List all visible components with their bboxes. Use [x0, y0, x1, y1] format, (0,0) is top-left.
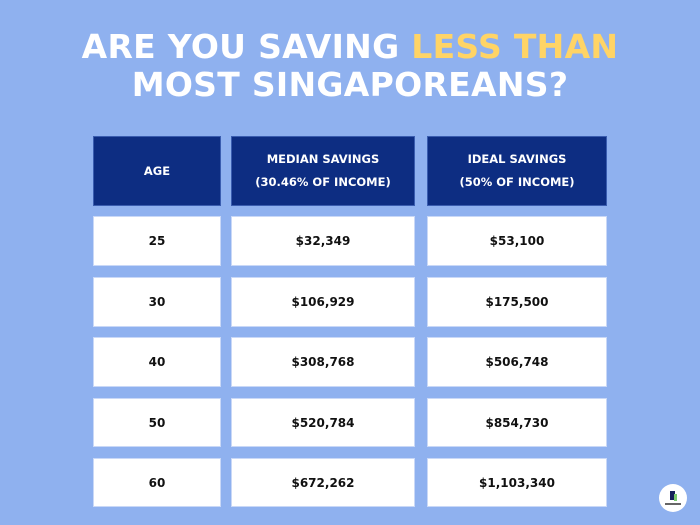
header-age: AGE [93, 136, 221, 206]
door-logo-icon [659, 484, 687, 512]
cell-ideal: $175,500 [427, 277, 607, 327]
cell-age: 30 [93, 277, 221, 327]
cell-age: 50 [93, 398, 221, 447]
leaf-shape [674, 494, 677, 501]
title-prefix: ARE YOU SAVING [81, 27, 412, 66]
cell-median: $520,784 [231, 398, 415, 447]
header-sublabel: (30.46% OF INCOME) [255, 175, 391, 189]
cell-ideal: $506,748 [427, 337, 607, 387]
cell-ideal: $854,730 [427, 398, 607, 447]
cell-median: $106,929 [231, 277, 415, 327]
header-label: AGE [143, 163, 171, 178]
header-sublabel: (50% OF INCOME) [459, 175, 575, 189]
cell-ideal: $1,103,340 [427, 458, 607, 507]
header-median-savings: MEDIAN SAVINGS (30.46% OF INCOME) [231, 136, 415, 206]
cell-age: 25 [93, 216, 221, 266]
cell-median: $672,262 [231, 458, 415, 507]
cell-median: $32,349 [231, 216, 415, 266]
cell-median: $308,768 [231, 337, 415, 387]
title-highlight: LESS THAN [411, 27, 619, 66]
cell-ideal: $53,100 [427, 216, 607, 266]
cell-age: 40 [93, 337, 221, 387]
header-label: MEDIAN SAVINGS [266, 152, 380, 166]
title-line-1: ARE YOU SAVING LESS THAN [0, 28, 700, 66]
cell-age: 60 [93, 458, 221, 507]
door-shape [670, 491, 675, 500]
title-line-2: MOST SINGAPOREANS? [131, 65, 569, 104]
header-label: IDEAL SAVINGS [467, 152, 567, 166]
header-ideal-savings: IDEAL SAVINGS (50% OF INCOME) [427, 136, 607, 206]
page-title: ARE YOU SAVING LESS THAN MOST SINGAPOREA… [0, 28, 700, 104]
logo-wordmark [665, 503, 681, 505]
